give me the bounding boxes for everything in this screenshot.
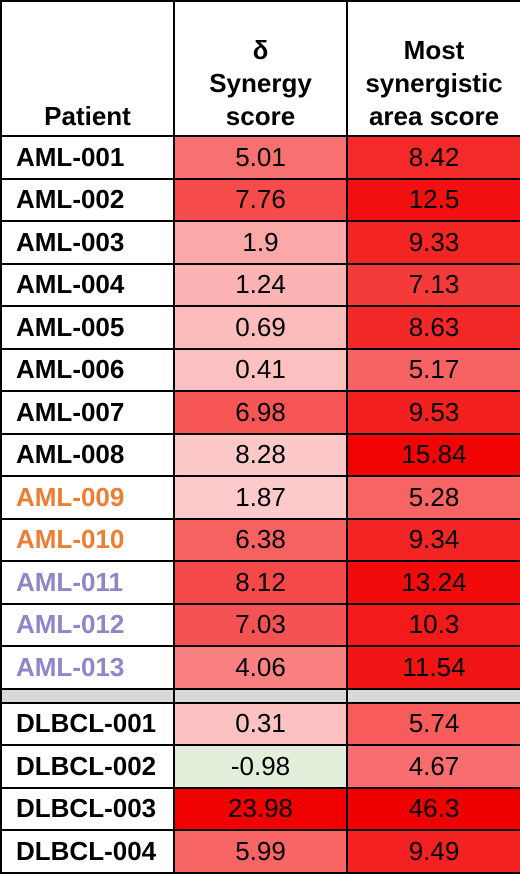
delta-synergy-cell: 6.38 bbox=[173, 517, 348, 562]
patient-cell: AML-013 bbox=[0, 645, 175, 690]
header-delta-synergy: δ Synergy score bbox=[173, 0, 348, 137]
delta-synergy-cell: 8.28 bbox=[173, 432, 348, 477]
area-score-cell: 9.33 bbox=[346, 220, 520, 265]
area-score-cell: 12.5 bbox=[346, 177, 520, 222]
patient-cell: AML-006 bbox=[0, 347, 175, 392]
delta-synergy-cell: 0.69 bbox=[173, 305, 348, 350]
area-score-cell: 9.34 bbox=[346, 517, 520, 562]
area-score-cell: 13.24 bbox=[346, 560, 520, 605]
delta-synergy-cell: 8.12 bbox=[173, 560, 348, 605]
table-row: AML-013 4.06 11.54 bbox=[0, 645, 520, 690]
patient-cell: DLBCL-002 bbox=[0, 744, 175, 789]
header-patient: Patient bbox=[0, 0, 175, 137]
patient-cell: AML-011 bbox=[0, 560, 175, 605]
delta-synergy-cell: 5.01 bbox=[173, 135, 348, 180]
patient-cell: AML-004 bbox=[0, 262, 175, 307]
patient-cell: DLBCL-004 bbox=[0, 829, 175, 874]
patient-cell: AML-009 bbox=[0, 475, 175, 520]
table-row: AML-004 1.24 7.13 bbox=[0, 262, 520, 307]
table-row: AML-002 7.76 12.5 bbox=[0, 177, 520, 222]
table-body: AML-001 5.01 8.42 AML-002 7.76 12.5 AML-003 1.9… bbox=[0, 135, 520, 874]
delta-synergy-cell: 1.9 bbox=[173, 220, 348, 265]
header-row: Patient δ Synergy score Most synergistic… bbox=[0, 0, 520, 137]
area-score-cell: 11.54 bbox=[346, 645, 520, 690]
separator-cell bbox=[173, 687, 348, 704]
delta-synergy-cell: 0.41 bbox=[173, 347, 348, 392]
delta-synergy-cell: 1.87 bbox=[173, 475, 348, 520]
patient-cell: AML-012 bbox=[0, 602, 175, 647]
patient-cell: AML-002 bbox=[0, 177, 175, 222]
delta-synergy-cell: 7.76 bbox=[173, 177, 348, 222]
delta-synergy-cell: 0.31 bbox=[173, 701, 348, 746]
table-row: DLBCL-001 0.31 5.74 bbox=[0, 701, 520, 746]
table-row: AML-009 1.87 5.28 bbox=[0, 475, 520, 520]
separator-cell bbox=[0, 687, 175, 704]
delta-synergy-cell: 7.03 bbox=[173, 602, 348, 647]
delta-synergy-cell: -0.98 bbox=[173, 744, 348, 789]
group-separator bbox=[0, 687, 520, 704]
area-score-cell: 10.3 bbox=[346, 602, 520, 647]
area-score-cell: 5.17 bbox=[346, 347, 520, 392]
table-row: AML-003 1.9 9.33 bbox=[0, 220, 520, 265]
table-row: DLBCL-004 5.99 9.49 bbox=[0, 829, 520, 874]
patient-cell: AML-010 bbox=[0, 517, 175, 562]
table-row: AML-006 0.41 5.17 bbox=[0, 347, 520, 392]
area-score-cell: 8.63 bbox=[346, 305, 520, 350]
patient-cell: AML-001 bbox=[0, 135, 175, 180]
area-score-cell: 5.74 bbox=[346, 701, 520, 746]
patient-cell: AML-003 bbox=[0, 220, 175, 265]
area-score-cell: 9.49 bbox=[346, 829, 520, 874]
header-delta-label: Synergy score bbox=[209, 68, 312, 131]
table-row: AML-008 8.28 15.84 bbox=[0, 432, 520, 477]
patient-cell: DLBCL-003 bbox=[0, 786, 175, 831]
table-row: AML-001 5.01 8.42 bbox=[0, 135, 520, 180]
area-score-cell: 4.67 bbox=[346, 744, 520, 789]
area-score-cell: 15.84 bbox=[346, 432, 520, 477]
table-row: AML-010 6.38 9.34 bbox=[0, 517, 520, 562]
area-score-cell: 9.53 bbox=[346, 390, 520, 435]
delta-synergy-cell: 4.06 bbox=[173, 645, 348, 690]
delta-synergy-cell: 1.24 bbox=[173, 262, 348, 307]
delta-synergy-cell: 23.98 bbox=[173, 786, 348, 831]
table-row: AML-007 6.98 9.53 bbox=[0, 390, 520, 435]
separator-cell bbox=[346, 687, 520, 704]
area-score-cell: 46.3 bbox=[346, 786, 520, 831]
table-row: AML-012 7.03 10.3 bbox=[0, 602, 520, 647]
area-score-cell: 5.28 bbox=[346, 475, 520, 520]
table-row: AML-011 8.12 13.24 bbox=[0, 560, 520, 605]
patient-cell: AML-005 bbox=[0, 305, 175, 350]
area-score-cell: 7.13 bbox=[346, 262, 520, 307]
header-most-synergistic-area: Most synergistic area score bbox=[346, 0, 520, 137]
header-delta-symbol: δ bbox=[252, 35, 269, 65]
delta-synergy-cell: 5.99 bbox=[173, 829, 348, 874]
patient-cell: AML-007 bbox=[0, 390, 175, 435]
table-row: DLBCL-003 23.98 46.3 bbox=[0, 786, 520, 831]
table-row: DLBCL-002 -0.98 4.67 bbox=[0, 744, 520, 789]
table-row: AML-005 0.69 8.63 bbox=[0, 305, 520, 350]
patient-cell: DLBCL-001 bbox=[0, 701, 175, 746]
patient-cell: AML-008 bbox=[0, 432, 175, 477]
delta-synergy-cell: 6.98 bbox=[173, 390, 348, 435]
area-score-cell: 8.42 bbox=[346, 135, 520, 180]
